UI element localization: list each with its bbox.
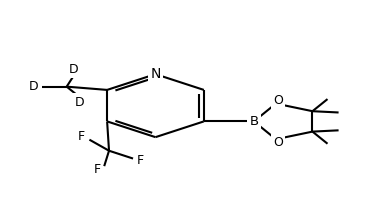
Text: D: D <box>74 96 84 109</box>
Text: D: D <box>28 80 38 93</box>
Text: F: F <box>78 130 85 143</box>
Text: N: N <box>150 67 161 81</box>
Text: O: O <box>273 136 283 149</box>
Text: B: B <box>249 115 258 128</box>
Text: D: D <box>68 63 78 76</box>
Text: O: O <box>273 94 283 107</box>
Text: F: F <box>94 163 101 176</box>
Text: F: F <box>137 154 144 167</box>
